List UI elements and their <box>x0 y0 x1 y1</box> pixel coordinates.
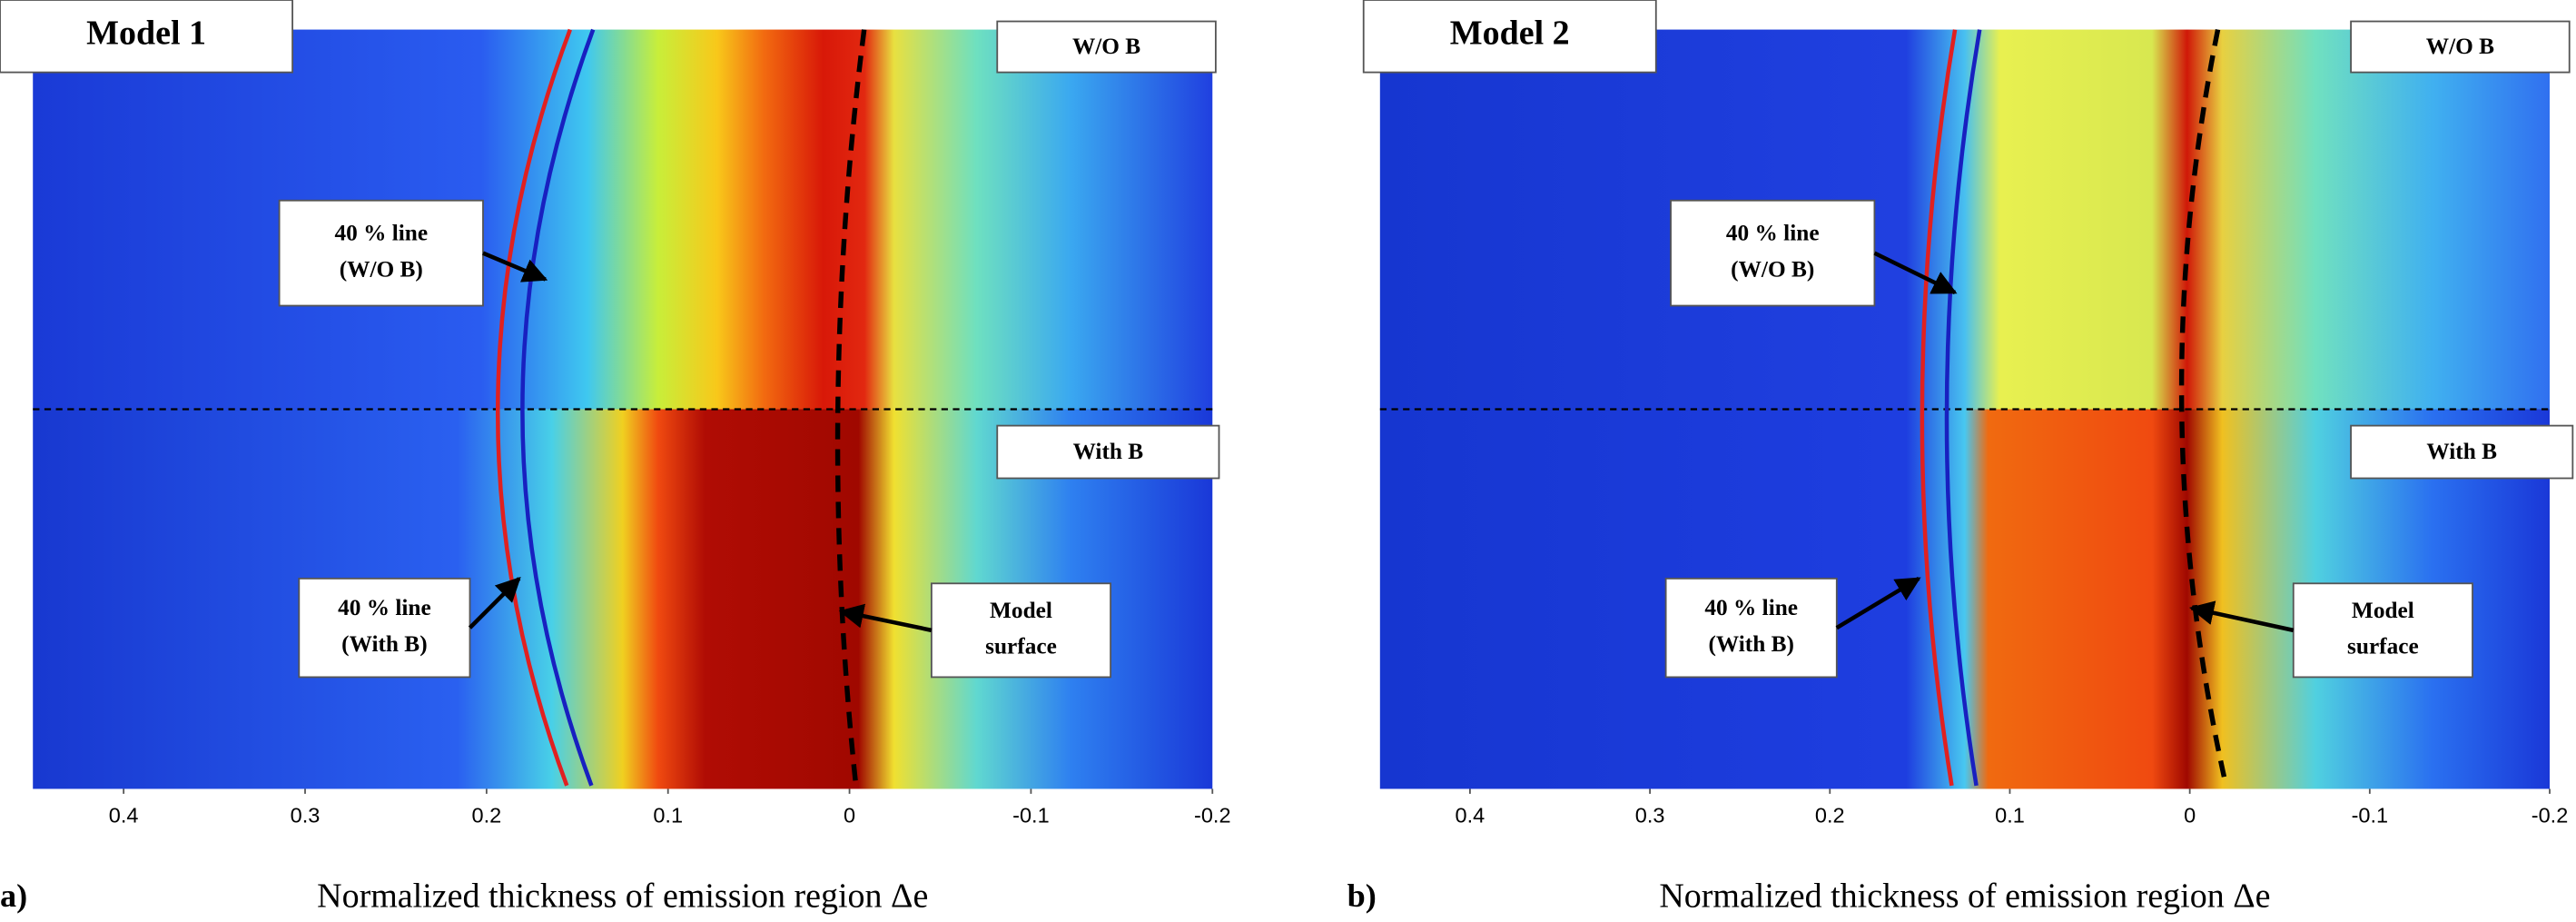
annotation-arrow <box>1873 251 1958 295</box>
x-tick-label: 0.4 <box>1456 803 1485 827</box>
heatmap-top <box>1379 29 2551 410</box>
top-label-box <box>2350 20 2571 74</box>
annotation-box <box>1664 577 1838 679</box>
bottom-label-box <box>2350 424 2574 480</box>
annotation: 40 % line (W/O B) <box>1670 199 1876 307</box>
annotation-arrow <box>2188 600 2295 633</box>
annotation: Model surface <box>2292 582 2473 679</box>
x-tick-label: 0.1 <box>653 803 683 827</box>
annotation-line: surface <box>2347 634 2419 659</box>
x-tick-label: 0.1 <box>1995 803 2025 827</box>
line-40-wo-b <box>520 28 596 787</box>
annotation-arrow <box>838 603 933 633</box>
title: Model 2 <box>1362 0 1657 74</box>
x-tick-label: 0 <box>844 803 855 827</box>
top-label: W/O B <box>996 20 1217 74</box>
x-axis-label: Normalized thickness of emission region … <box>317 877 928 915</box>
title: Model 1 <box>0 0 293 74</box>
annotation: 40 % line (With B) <box>1664 577 1838 679</box>
panel-letter: a) <box>0 877 27 914</box>
annotation-line: Model <box>990 598 1052 623</box>
annotation-line: (W/O B) <box>1731 256 1814 282</box>
panel-letter: b) <box>1347 877 1377 914</box>
annotation-line: (W/O B) <box>340 256 423 282</box>
line-40-with-b <box>495 28 572 787</box>
x-tick-label: -0.2 <box>2532 803 2569 827</box>
annotation-line: surface <box>985 634 1057 659</box>
annotation: Model surface <box>930 582 1112 679</box>
bottom-label-box <box>996 424 1220 480</box>
annotation: 40 % line (With B) <box>298 577 471 679</box>
x-tick-label: 0 <box>2184 803 2196 827</box>
bottom-label: With B <box>996 424 1220 480</box>
x-tick-label: 0.2 <box>472 803 502 827</box>
x-tick-label: -0.2 <box>1194 803 1231 827</box>
top-label-text: W/O B <box>1072 34 1140 59</box>
line-40-wo-b <box>1944 29 1982 787</box>
x-axis-label: Normalized thickness of emission region … <box>1659 877 2270 915</box>
annotation-line: 40 % line <box>334 221 428 246</box>
annotation-line: (With B) <box>341 631 427 657</box>
top-label-text: W/O B <box>2426 34 2494 59</box>
x-tick-label: -0.1 <box>1012 803 1050 827</box>
panel-title: Model 2 <box>1450 15 1570 53</box>
annotation-line: 40 % line <box>338 595 431 620</box>
bottom-label-text: With B <box>1073 439 1144 464</box>
annotation-line: (With B) <box>1708 631 1793 657</box>
x-tick-label: 0.3 <box>1635 803 1665 827</box>
annotation-arrow <box>1835 576 1921 630</box>
title-box <box>1362 0 1657 74</box>
x-tick-label: 0.2 <box>1815 803 1845 827</box>
heatmap-top <box>33 29 1213 410</box>
top-label: W/O B <box>2350 20 2571 74</box>
annotation-arrow <box>468 576 521 630</box>
annotation-line: 40 % line <box>1726 221 1820 246</box>
bottom-label: With B <box>2350 424 2574 480</box>
annotation-box <box>2292 582 2473 679</box>
annotation-box <box>278 199 484 307</box>
x-tick-label: 0.4 <box>109 803 139 827</box>
model-surface <box>2178 29 2229 787</box>
x-tick-label: -0.1 <box>2352 803 2389 827</box>
panel-title: Model 1 <box>86 15 206 53</box>
title-box <box>0 0 293 74</box>
annotation: 40 % line (W/O B) <box>278 199 484 307</box>
annotation-line: 40 % line <box>1704 595 1798 620</box>
line-40-with-b <box>1920 29 1958 787</box>
x-tick-label: 0.3 <box>291 803 321 827</box>
annotation-arrow <box>482 251 548 283</box>
bottom-label-text: With B <box>2426 439 2497 464</box>
annotation-line: Model <box>2352 598 2414 623</box>
annotation-box <box>298 577 471 679</box>
annotation-box <box>1670 199 1876 307</box>
top-label-box <box>996 20 1217 74</box>
model-surface <box>834 29 867 787</box>
